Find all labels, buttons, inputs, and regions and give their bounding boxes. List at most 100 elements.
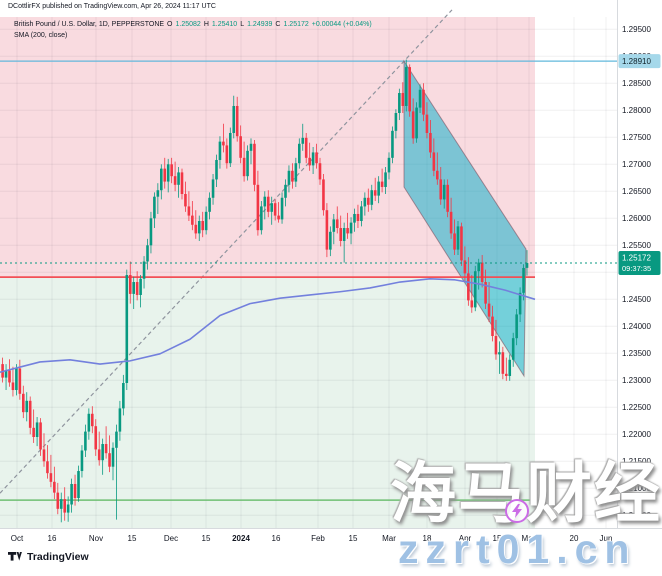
legend-indicator-row[interactable]: SMA (200, close) (14, 30, 372, 41)
time-tick-label: 15 (349, 534, 358, 543)
candle-body (349, 222, 353, 234)
candle-body (415, 107, 418, 139)
ohlc-c-label: C (275, 21, 281, 28)
candle-body (270, 203, 273, 212)
candle-body (280, 197, 284, 220)
legend-symbol-row[interactable]: British Pound / U.S. Dollar, 1D, PEPPERS… (14, 19, 372, 30)
candle-body (160, 168, 163, 191)
candle-body (380, 181, 384, 187)
candle-body (242, 157, 246, 177)
candle-body (449, 211, 453, 234)
candle-body (408, 67, 411, 112)
candle-body (53, 481, 56, 493)
candle-body (325, 210, 329, 250)
time-tick-label: Nov (89, 534, 103, 543)
time-tick-label: Apr (459, 534, 472, 543)
candle-body (46, 461, 49, 474)
time-axis[interactable]: Oct 16 Nov 15 Dec 15 2024 16 Feb 15 Mar 18 Apr 15 May 2… (11, 534, 613, 543)
candle-body (187, 206, 191, 216)
candle-body (104, 444, 108, 454)
candle-body (425, 114, 429, 133)
candle-body (356, 213, 360, 221)
candle-body (63, 499, 66, 513)
last-price-text: 1.25172 (622, 254, 651, 263)
time-tick-label: 2024 (232, 534, 250, 543)
candle-body (184, 194, 187, 207)
tradingview-logo[interactable]: TradingView (8, 551, 89, 563)
candle-body (180, 172, 184, 194)
candle-body (515, 314, 518, 339)
candle-body (163, 168, 167, 182)
candle-body (508, 359, 512, 376)
candle-body (111, 447, 115, 467)
candle-body (101, 444, 104, 461)
candle-body (208, 197, 211, 212)
candle-body (42, 449, 46, 462)
candle-body (346, 228, 349, 234)
price-tick-label: 1.21500 (622, 457, 651, 466)
sma-200-line[interactable] (0, 277, 536, 373)
price-tick-label: 1.20500 (622, 511, 651, 520)
candle-body (322, 179, 325, 211)
candle-body (463, 260, 467, 274)
candle-body (222, 141, 225, 146)
candle-body (153, 196, 156, 219)
candle-body (525, 263, 529, 268)
candle-body (498, 352, 501, 355)
time-tick-label: Mar (382, 534, 396, 543)
candle-body (260, 206, 263, 231)
time-tick-label: 15 (493, 534, 502, 543)
time-tick-label: Jun (600, 534, 613, 543)
candlestick-series[interactable] (1, 59, 529, 523)
candle-body (342, 228, 346, 241)
candle-body (97, 449, 101, 461)
ohlc-o-value: 1.25082 (175, 21, 201, 28)
candle-body (125, 275, 129, 383)
candle-body (294, 163, 298, 182)
price-axis[interactable]: 1.295001.290001.285001.280001.275001.270… (622, 25, 651, 520)
symbol-title[interactable]: British Pound / U.S. Dollar, 1D, PEPPERS… (14, 21, 165, 28)
candle-body (377, 181, 380, 196)
candle-body (56, 492, 60, 509)
candle-body (439, 179, 443, 200)
candle-body (353, 213, 356, 223)
candle-body (170, 164, 173, 177)
candle-body (146, 245, 149, 262)
ascending-trendline[interactable] (0, 9, 453, 494)
time-tick-label: 16 (48, 534, 57, 543)
candle-body (291, 170, 294, 182)
candle-body (298, 143, 301, 164)
time-tick-label: 16 (272, 534, 281, 543)
candle-body (404, 67, 408, 106)
candle-body (66, 504, 70, 513)
candle-body (246, 150, 249, 177)
tradingview-logo-text: TradingView (27, 551, 89, 563)
candle-body (442, 184, 446, 200)
candle-body (132, 282, 135, 294)
candle-body (156, 190, 160, 197)
change-value: +0.00044 (+0.04%) (311, 21, 372, 28)
candle-body (467, 273, 470, 301)
candle-body (166, 164, 170, 182)
candle-body (18, 368, 22, 394)
candle-body (128, 275, 132, 294)
candle-body (411, 111, 415, 139)
resistance-price-label-text: 1.28910 (622, 57, 651, 66)
candle-body (470, 300, 474, 308)
candle-body (115, 431, 118, 448)
candle-body (229, 132, 232, 164)
price-tick-label: 1.22000 (622, 430, 651, 439)
candle-body (391, 130, 394, 158)
candle-body (263, 196, 267, 207)
candle-body (398, 93, 401, 113)
candle-body (329, 231, 332, 250)
sma-indicator-label[interactable]: SMA (200, close) (14, 32, 68, 39)
price-tick-label: 1.23000 (622, 376, 651, 385)
candle-body (277, 215, 280, 220)
candle-body (387, 157, 391, 173)
price-tick-label: 1.24000 (622, 322, 651, 331)
resistance-price-label (618, 54, 661, 69)
candle-body (311, 152, 315, 166)
descending-channel[interactable] (403, 59, 527, 378)
